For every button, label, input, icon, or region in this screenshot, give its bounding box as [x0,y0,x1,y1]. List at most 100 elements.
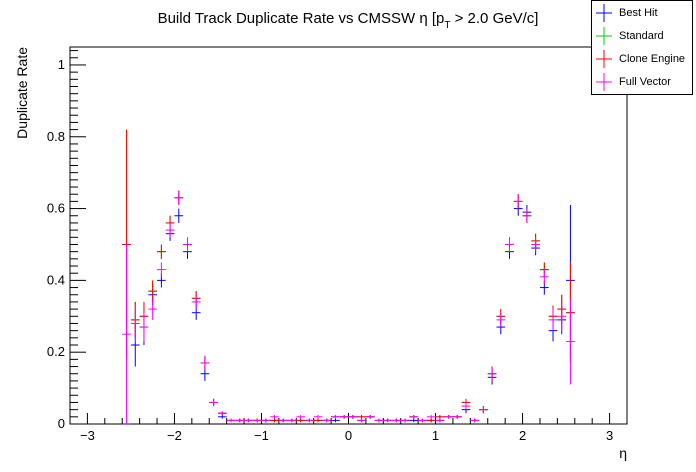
series-best-hit [122,201,575,425]
data-point [444,415,453,419]
legend-label: Standard [619,30,664,42]
data-point [304,418,314,423]
x-axis-label: η [619,445,627,461]
series-clone-engine [122,129,575,423]
data-point [252,418,262,423]
legend-item-best-hit: Best Hit [592,2,692,24]
data-point [157,262,166,277]
data-point [278,418,288,423]
data-point [383,418,393,423]
data-point [287,418,297,423]
data-point [357,415,366,419]
data-point [296,415,305,419]
series-layer [122,129,575,425]
legend-item-clone-engine: Clone Engine [592,48,692,70]
x-tick-label: −3 [80,428,95,443]
data-point [174,190,184,205]
data-point [426,415,436,419]
data-point [426,418,436,423]
y-axis-label: Duplicate Rate [14,47,30,139]
data-point [122,244,131,424]
y-tick-label: 0.4 [47,272,65,287]
data-point [235,418,245,423]
data-point [566,298,575,385]
y-tick-label: 0.6 [47,201,65,216]
data-point [348,415,358,419]
data-point [270,418,279,423]
data-point [435,415,445,419]
data-point [409,415,419,419]
legend-label: Full Vector [619,76,671,88]
data-point [357,418,366,423]
data-point [270,415,279,419]
legend-swatch-standard-icon [596,27,612,45]
legend-item-full-vector: Full Vector [592,71,692,93]
data-point [374,418,384,423]
data-point [331,415,340,419]
series-full-vector [122,190,575,424]
data-point [392,418,401,423]
y-tick-label: 0.8 [47,129,65,144]
data-point [339,415,349,419]
x-tick-label: 0 [345,428,352,443]
data-point [191,294,201,310]
y-tick-label: 0 [58,416,65,431]
data-point [139,312,149,342]
legend-label: Best Hit [619,7,658,19]
y-axis: 0 0.2 0.4 0.6 0.8 1 [47,50,86,431]
x-tick-label: 3 [606,428,613,443]
data-point [157,244,166,259]
data-point [200,355,210,371]
y-tick-label: 0.2 [47,344,65,359]
data-point [217,411,227,416]
data-point [296,418,305,423]
data-point [183,237,192,252]
data-point [418,418,427,423]
data-point [174,208,184,223]
data-point [322,418,332,423]
data-point [331,418,340,423]
data-point [400,418,410,423]
y-tick-label: 1 [58,57,65,72]
data-point [148,280,158,302]
data-point [452,415,462,419]
data-point [435,418,445,423]
x-tick-label: −2 [167,428,182,443]
x-tick-label: −1 [254,428,269,443]
data-point [313,415,323,419]
data-point [548,309,558,331]
data-point [209,398,218,407]
legend: Best Hit Standard Clone Engine Full Vect… [591,0,693,95]
legend-swatch-best-hit-icon [596,4,612,22]
legend-item-standard: Standard [592,25,692,47]
data-point [487,366,497,381]
x-tick-label: 1 [432,428,439,443]
data-point [261,418,271,423]
data-point [165,222,175,238]
data-point [522,208,532,223]
data-point [226,418,236,423]
data-point [217,415,227,419]
data-point [496,312,506,328]
legend-swatch-clone-engine-icon [596,50,612,68]
data-point [513,194,523,209]
x-tick-label: 2 [519,428,526,443]
data-point [470,418,480,423]
series-standard [122,129,575,423]
data-point [539,269,549,284]
legend-label: Clone Engine [619,53,686,65]
chart-title: Build Track Duplicate Rate vs CMSSW η [p… [158,10,539,31]
data-point [461,402,471,410]
legend-swatch-full-vector-icon [596,73,612,91]
plot-frame [69,46,628,425]
data-point [313,418,323,423]
data-point [130,305,140,342]
data-point [365,415,375,419]
data-point [148,298,158,320]
x-axis: −3 −2 −1 0 1 2 3 [69,413,628,443]
data-point [557,301,567,331]
data-point [479,406,488,414]
data-point [505,237,514,252]
data-point [409,418,419,423]
